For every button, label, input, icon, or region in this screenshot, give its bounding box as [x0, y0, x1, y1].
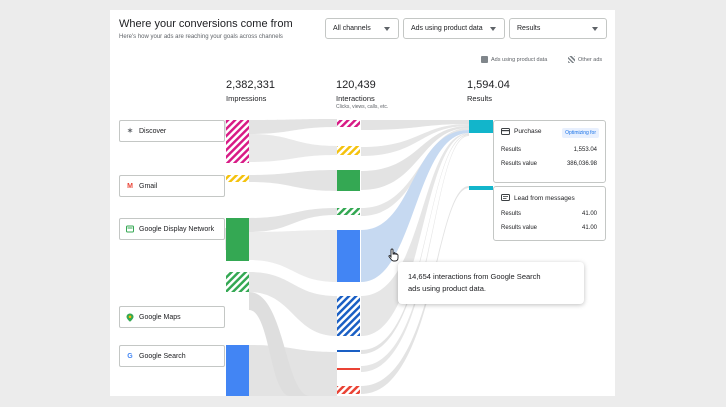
impressions-bar-gdn-other[interactable]	[226, 272, 249, 292]
interactions-bar-search-other[interactable]	[337, 296, 360, 336]
channel-label: Google Display Network	[139, 225, 215, 233]
display-network-icon	[126, 225, 134, 233]
optimizing-badge: Optimizing for	[562, 128, 599, 138]
flow-gdn-interactions	[249, 208, 337, 232]
message-icon	[501, 194, 510, 201]
solid-swatch-icon	[481, 56, 488, 63]
legend-striped-label: Other ads	[578, 56, 603, 63]
result-purchase-header: Purchase	[501, 128, 541, 135]
legend-striped: Other ads	[568, 56, 602, 63]
discover-icon: ✶	[127, 128, 133, 135]
flow-result-4	[361, 128, 469, 216]
ads-dropdown-label: Ads using product data	[411, 25, 483, 32]
flow-gdn	[225, 228, 226, 250]
chevron-down-icon	[490, 27, 496, 31]
interactions-bar-gmail[interactable]	[337, 146, 360, 155]
results-label: Results	[467, 94, 493, 103]
sankey-diagram	[225, 119, 493, 396]
chevron-down-icon	[592, 27, 598, 31]
tooltip-line-2: ads using product data.	[408, 284, 486, 293]
flow-tooltip: 14,654 interactions from Google Search a…	[398, 262, 584, 304]
row-label: Results	[501, 147, 522, 153]
channel-maps[interactable]: Google Maps	[119, 306, 225, 328]
result-lead-value-row: Results value 41.00	[501, 225, 597, 231]
metric-dropdown[interactable]: Results	[509, 18, 607, 39]
gmail-icon: M	[127, 182, 133, 190]
hand-pointer-icon	[388, 248, 399, 262]
impressions-value: 2,382,331	[226, 79, 275, 91]
striped-swatch-icon	[568, 56, 575, 63]
flow-discover-interactions	[249, 119, 337, 134]
chevron-down-icon	[384, 27, 390, 31]
impressions-bar-gdn[interactable]	[226, 218, 249, 261]
results-bar-purchase[interactable]	[469, 120, 493, 133]
result-purchase-results-row: Results 1,553.04	[501, 147, 597, 153]
google-g-icon: G	[127, 352, 133, 360]
interactions-label: Interactions	[336, 94, 375, 103]
row-label: Results value	[501, 161, 538, 167]
row-value: 41.00	[581, 225, 597, 231]
legend-solid: Ads using product data	[481, 56, 547, 63]
legend-solid-label: Ads using product data	[491, 56, 548, 63]
flow-result-3	[361, 126, 469, 190]
interactions-bar-discover[interactable]	[337, 120, 360, 127]
tooltip-line-1: 14,654 interactions from Google Search	[408, 272, 541, 281]
channels-dropdown-label: All channels	[333, 25, 371, 32]
interactions-bar-thin-2[interactable]	[337, 368, 360, 370]
impressions-bar-discover-other[interactable]	[226, 120, 249, 163]
page-title: Where your conversions come from	[119, 18, 293, 30]
result-lead-card[interactable]: Lead from messages Results 41.00 Results…	[493, 186, 606, 241]
row-label: Results	[501, 211, 522, 217]
credit-card-icon	[501, 128, 510, 135]
impressions-bar-gmail-other[interactable]	[226, 175, 249, 182]
flow-gdn-search	[249, 230, 337, 282]
flow-result-1	[361, 120, 469, 130]
interactions-bar-search[interactable]	[337, 230, 360, 282]
flow-gdn-other	[249, 272, 337, 336]
row-value: 1,553.04	[573, 147, 597, 153]
impressions-bar-search[interactable]	[226, 345, 249, 396]
result-lead-title: Lead from messages	[514, 194, 575, 202]
maps-pin-icon	[126, 313, 134, 322]
interactions-value: 120,439	[336, 79, 376, 91]
flow-search-highlight[interactable]	[361, 130, 469, 282]
flow-result-6	[361, 133, 469, 336]
channel-discover[interactable]: ✶ Discover	[119, 120, 225, 142]
channel-display-network[interactable]: Google Display Network	[119, 218, 225, 240]
row-value: 386,036.98	[566, 161, 597, 167]
interactions-bar-red-other[interactable]	[337, 386, 360, 394]
metric-dropdown-label: Results	[517, 25, 541, 32]
interactions-bar-gdn-other[interactable]	[337, 208, 360, 215]
page-subtitle: Here's how your ads are reaching your go…	[119, 34, 283, 40]
channel-search[interactable]: G Google Search	[119, 345, 225, 367]
result-lead-results-row: Results 41.00	[501, 211, 597, 217]
result-purchase-title: Purchase	[514, 128, 542, 135]
channel-label: Discover	[139, 127, 167, 135]
channel-gmail[interactable]: M Gmail	[119, 175, 225, 197]
flow-search-interactions	[249, 345, 337, 396]
row-value: 41.00	[581, 211, 597, 217]
result-lead-header: Lead from messages	[501, 194, 575, 202]
channels-dropdown[interactable]: All channels	[325, 18, 399, 39]
interactions-sublabel: Clicks, views, calls, etc.	[336, 104, 389, 110]
flow-result-2	[361, 124, 469, 156]
interactions-bar-gdn[interactable]	[337, 170, 360, 191]
row-label: Results value	[501, 225, 538, 231]
results-bar-lead[interactable]	[469, 186, 493, 190]
result-purchase-card[interactable]: Purchase Optimizing for Results 1,553.04…	[493, 120, 606, 183]
flow-maps	[249, 292, 310, 396]
ads-dropdown[interactable]: Ads using product data	[403, 18, 505, 39]
conversions-card: Where your conversions come from Here's …	[110, 10, 615, 396]
interactions-bar-thin-1[interactable]	[337, 350, 360, 352]
flow-discover-gmail	[249, 134, 337, 162]
channel-label: Google Search	[139, 352, 186, 360]
results-value: 1,594.04	[467, 79, 510, 91]
impressions-label: Impressions	[226, 94, 267, 103]
flow-gmail-interactions	[249, 170, 337, 191]
result-purchase-value-row: Results value 386,036.98	[501, 161, 597, 167]
flow-discover	[225, 120, 226, 136]
channel-label: Google Maps	[139, 313, 181, 321]
channel-label: Gmail	[139, 182, 158, 190]
